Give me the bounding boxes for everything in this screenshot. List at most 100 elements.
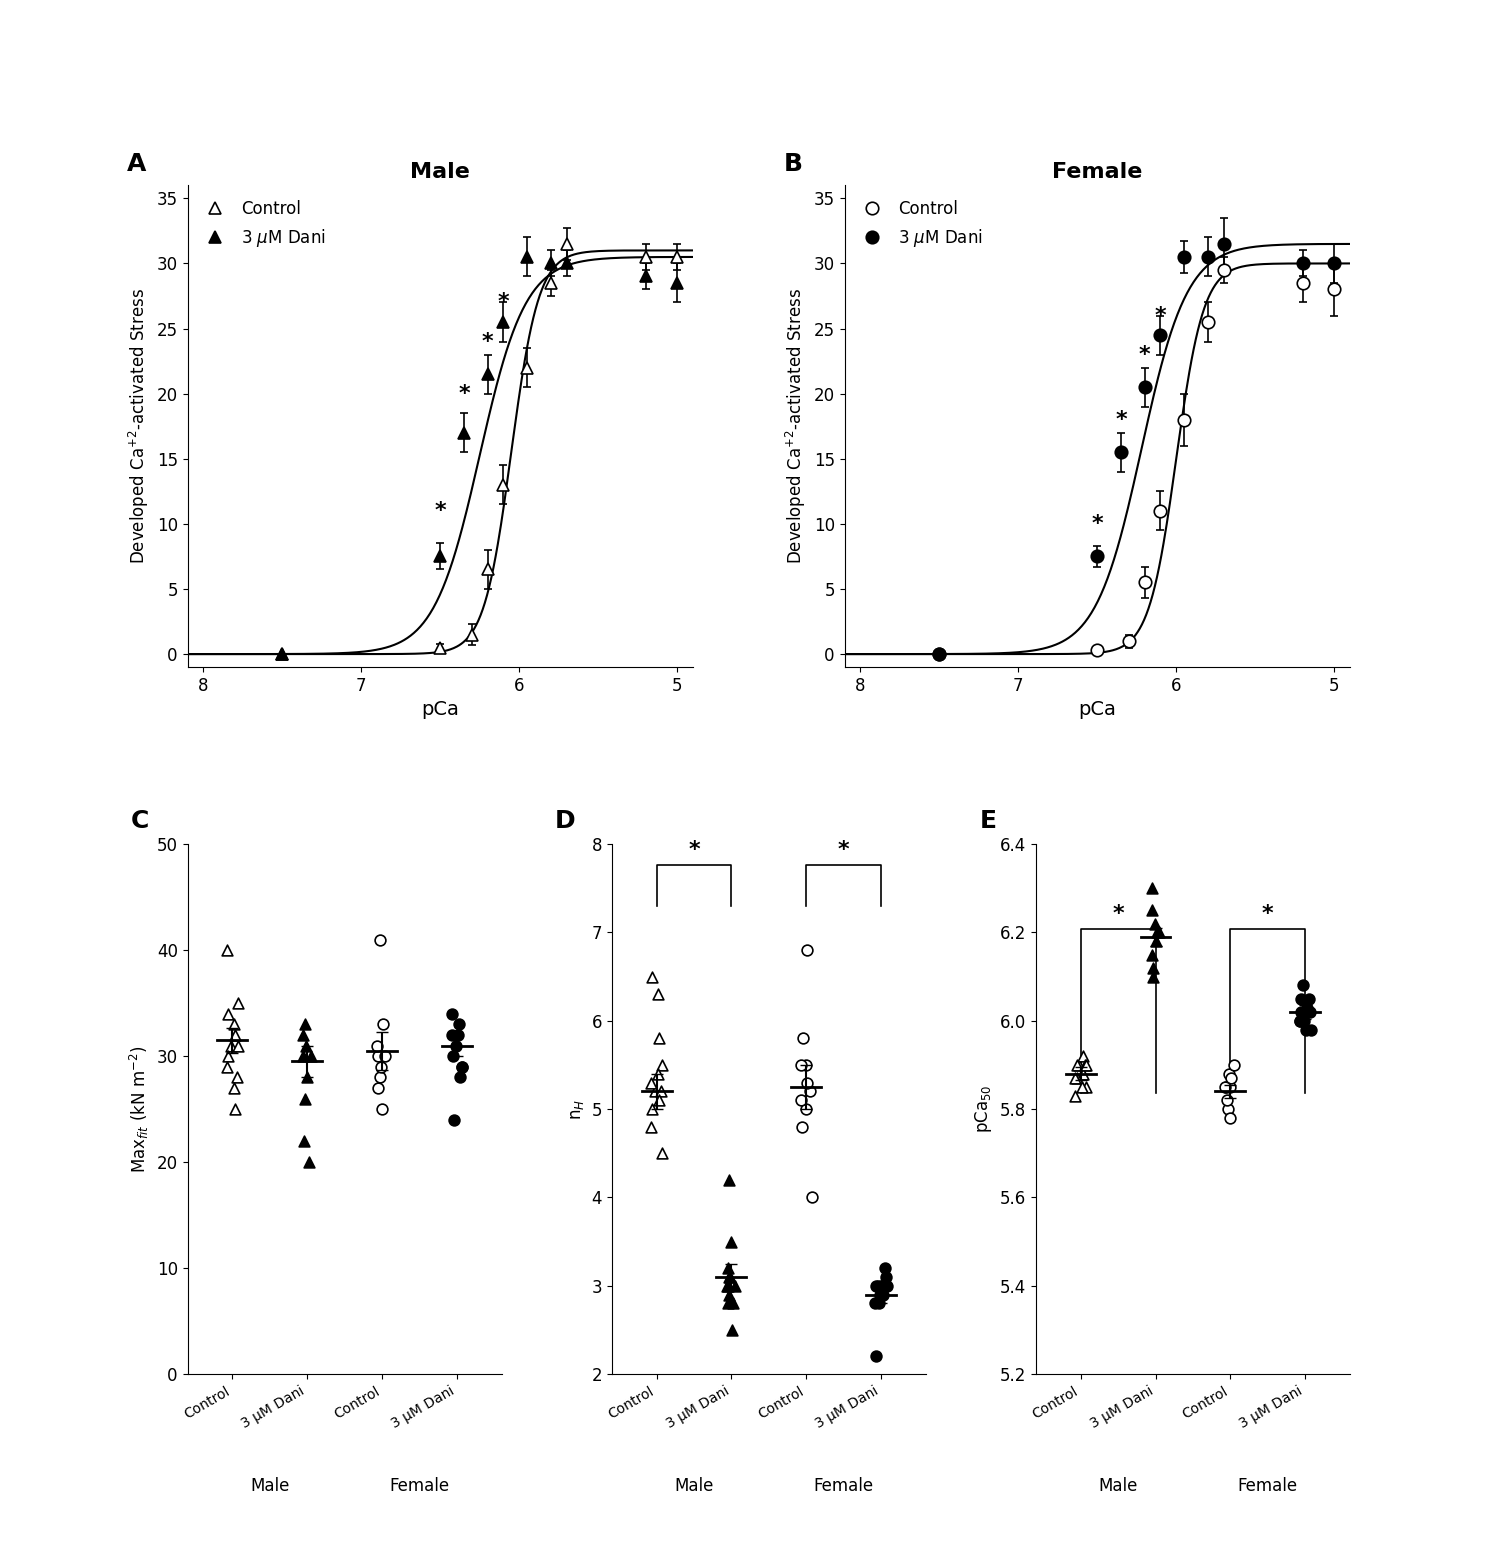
Point xyxy=(1142,956,1166,980)
Point xyxy=(650,1053,674,1078)
Point xyxy=(1140,942,1164,967)
Point xyxy=(795,1070,819,1095)
Point xyxy=(1218,1075,1242,1099)
X-axis label: pCa: pCa xyxy=(422,701,459,720)
Point xyxy=(441,1044,465,1068)
Point xyxy=(640,965,664,990)
Point xyxy=(442,1107,466,1132)
Point xyxy=(1299,1017,1323,1042)
Text: A: A xyxy=(128,151,146,176)
Text: Male: Male xyxy=(1098,1476,1138,1495)
Point xyxy=(865,1274,889,1299)
Point xyxy=(645,982,669,1007)
Point xyxy=(646,1089,670,1113)
Point xyxy=(1215,1089,1239,1113)
Point xyxy=(720,1317,744,1342)
Point xyxy=(1288,987,1312,1011)
Point xyxy=(1071,1044,1095,1068)
Point xyxy=(789,1053,813,1078)
Point xyxy=(366,1044,390,1068)
Text: B: B xyxy=(784,151,802,176)
Point xyxy=(291,1022,315,1047)
Point xyxy=(222,1011,246,1036)
Point xyxy=(226,991,251,1016)
Point xyxy=(868,1274,892,1299)
Text: *: * xyxy=(1155,306,1167,326)
Point xyxy=(716,1274,740,1299)
Point xyxy=(1293,1008,1317,1033)
Point xyxy=(1292,973,1316,997)
Point xyxy=(716,1255,740,1280)
Text: *: * xyxy=(1092,514,1102,534)
Point xyxy=(794,1053,818,1078)
X-axis label: pCa: pCa xyxy=(1078,701,1116,720)
Y-axis label: n$_{H}$: n$_{H}$ xyxy=(568,1099,586,1119)
Point xyxy=(1074,1053,1098,1078)
Text: *: * xyxy=(435,500,445,520)
Point xyxy=(1214,1075,1237,1099)
Point xyxy=(369,1065,393,1090)
Text: *: * xyxy=(1114,409,1126,429)
Point xyxy=(440,1022,464,1047)
Point xyxy=(864,1274,888,1299)
Point xyxy=(644,1079,668,1104)
Point xyxy=(366,1076,390,1101)
Point xyxy=(798,1079,822,1104)
Point xyxy=(873,1255,897,1280)
Point xyxy=(1148,920,1172,945)
Point xyxy=(214,937,238,962)
Point xyxy=(1288,1008,1312,1033)
Point xyxy=(1064,1084,1088,1109)
Point xyxy=(1142,965,1166,990)
Point xyxy=(224,1022,248,1047)
Text: *: * xyxy=(688,840,700,860)
Point xyxy=(364,1033,388,1058)
Point xyxy=(1214,1075,1237,1099)
Point xyxy=(224,1096,248,1121)
Title: Female: Female xyxy=(1052,162,1143,182)
Point xyxy=(1218,1106,1242,1130)
Point xyxy=(1070,1075,1094,1099)
Text: Female: Female xyxy=(813,1476,873,1495)
Text: *: * xyxy=(458,383,470,403)
Point xyxy=(222,1076,246,1101)
Point xyxy=(1144,920,1168,945)
Point xyxy=(864,1291,888,1315)
Point xyxy=(871,1283,895,1308)
Point xyxy=(448,1065,472,1090)
Point xyxy=(640,1096,664,1121)
Point xyxy=(1072,1053,1096,1078)
Text: *: * xyxy=(1138,344,1150,364)
Point xyxy=(718,1229,742,1254)
Text: *: * xyxy=(837,840,849,860)
Point xyxy=(717,1265,741,1289)
Point xyxy=(800,1186,824,1210)
Point xyxy=(225,1065,249,1090)
Point xyxy=(790,1027,814,1051)
Text: *: * xyxy=(482,332,494,352)
Point xyxy=(720,1291,744,1315)
Point xyxy=(1071,1061,1095,1085)
Point xyxy=(1074,1075,1098,1099)
Text: Female: Female xyxy=(390,1476,450,1495)
Point xyxy=(216,1002,240,1027)
Point xyxy=(795,937,819,962)
Point xyxy=(1294,1017,1318,1042)
Point xyxy=(370,1096,394,1121)
Legend: Control, 3 $\mu$M Dani: Control, 3 $\mu$M Dani xyxy=(196,193,332,255)
Point xyxy=(1140,875,1164,900)
Point xyxy=(864,1345,888,1370)
Point xyxy=(1216,1096,1240,1121)
Point xyxy=(1065,1053,1089,1078)
Point xyxy=(216,1044,240,1068)
Point xyxy=(645,1061,669,1085)
Point xyxy=(1299,999,1323,1024)
Point xyxy=(214,1055,238,1079)
Point xyxy=(1288,999,1312,1024)
Point xyxy=(874,1274,898,1299)
Text: Male: Male xyxy=(251,1476,290,1495)
Y-axis label: Max$_{fit}$ (kN m$^{-2}$): Max$_{fit}$ (kN m$^{-2}$) xyxy=(128,1045,152,1173)
Point xyxy=(639,1115,663,1139)
Point xyxy=(368,928,392,953)
Point xyxy=(1064,1065,1088,1090)
